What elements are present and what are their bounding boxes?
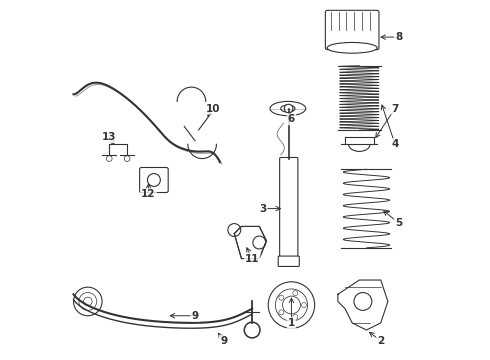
Text: 5: 5 <box>395 218 402 228</box>
FancyBboxPatch shape <box>325 10 379 50</box>
Circle shape <box>228 224 241 237</box>
Text: 11: 11 <box>245 253 259 264</box>
Circle shape <box>124 156 130 161</box>
Circle shape <box>283 296 300 314</box>
FancyBboxPatch shape <box>140 167 168 193</box>
Circle shape <box>83 297 92 306</box>
FancyBboxPatch shape <box>278 256 299 266</box>
Circle shape <box>74 287 102 316</box>
Circle shape <box>293 314 298 319</box>
Circle shape <box>79 293 97 310</box>
Circle shape <box>279 310 284 315</box>
Circle shape <box>268 282 315 328</box>
Text: 3: 3 <box>259 203 267 213</box>
Text: 13: 13 <box>102 132 117 142</box>
Circle shape <box>354 293 372 310</box>
Circle shape <box>275 289 308 321</box>
Circle shape <box>284 104 293 113</box>
Polygon shape <box>338 280 388 330</box>
Text: 1: 1 <box>288 318 295 328</box>
Circle shape <box>253 236 266 249</box>
Polygon shape <box>234 226 267 258</box>
Circle shape <box>293 291 298 296</box>
Circle shape <box>301 302 306 307</box>
Text: 10: 10 <box>206 104 220 113</box>
Ellipse shape <box>281 105 295 112</box>
Ellipse shape <box>327 42 377 53</box>
Text: 12: 12 <box>141 189 156 199</box>
Circle shape <box>147 174 160 186</box>
Text: 7: 7 <box>392 104 399 113</box>
Circle shape <box>106 156 112 161</box>
Text: 6: 6 <box>288 114 295 124</box>
Ellipse shape <box>270 102 306 116</box>
Text: 9: 9 <box>220 336 227 346</box>
FancyBboxPatch shape <box>280 157 298 260</box>
Text: 9: 9 <box>192 311 198 321</box>
Circle shape <box>279 295 284 300</box>
Text: 4: 4 <box>392 139 399 149</box>
Circle shape <box>245 322 260 338</box>
Text: 2: 2 <box>377 336 384 346</box>
Text: 8: 8 <box>395 32 402 42</box>
